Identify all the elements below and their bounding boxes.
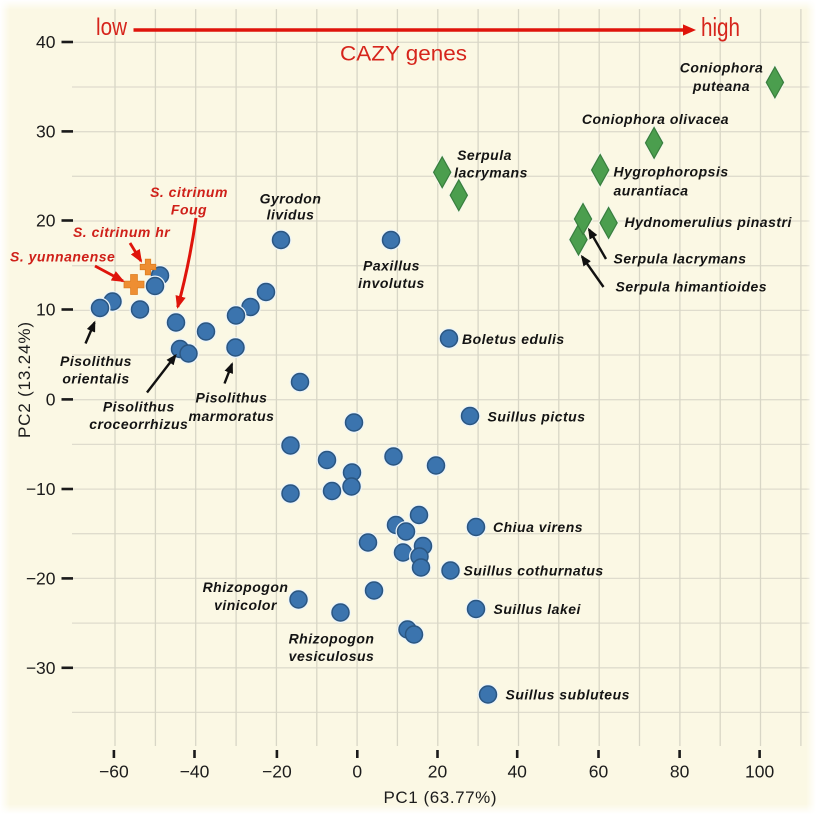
svg-text:0: 0 xyxy=(46,389,56,409)
svg-text:Chiua virens: Chiua virens xyxy=(493,519,583,535)
svg-text:marmoratus: marmoratus xyxy=(189,408,275,424)
svg-text:Suillus cothurnatus: Suillus cothurnatus xyxy=(464,563,604,579)
svg-text:Pisolithus: Pisolithus xyxy=(60,353,132,369)
svg-text:−40: −40 xyxy=(180,762,210,782)
svg-text:Hygrophoropsis: Hygrophoropsis xyxy=(614,164,729,180)
svg-text:Gyrodon: Gyrodon xyxy=(260,191,322,207)
svg-text:Serpula: Serpula xyxy=(457,147,512,163)
svg-text:40: 40 xyxy=(36,32,56,52)
svg-text:S. citrinum hr: S. citrinum hr xyxy=(73,224,171,240)
svg-text:low: low xyxy=(96,14,128,41)
svg-text:PC2 (13.24%): PC2 (13.24%) xyxy=(15,322,34,438)
svg-text:10: 10 xyxy=(36,300,56,320)
svg-text:orientalis: orientalis xyxy=(62,371,129,387)
svg-text:Paxillus: Paxillus xyxy=(363,258,420,274)
svg-text:vinicolor: vinicolor xyxy=(214,597,278,613)
svg-text:Rhizopogon: Rhizopogon xyxy=(289,631,375,647)
svg-text:Coniophora: Coniophora xyxy=(680,60,764,76)
svg-text:Serpula himantioides: Serpula himantioides xyxy=(616,279,768,295)
svg-text:40: 40 xyxy=(507,762,527,782)
svg-text:Suillus pictus: Suillus pictus xyxy=(488,409,586,425)
svg-text:80: 80 xyxy=(670,762,690,782)
svg-text:Rhizopogon: Rhizopogon xyxy=(203,579,289,595)
svg-text:vesiculosus: vesiculosus xyxy=(289,648,375,664)
svg-text:CAZY genes: CAZY genes xyxy=(340,43,467,66)
svg-text:aurantiaca: aurantiaca xyxy=(614,183,689,199)
svg-text:−30: −30 xyxy=(26,658,56,678)
svg-text:−20: −20 xyxy=(26,568,56,588)
svg-text:0: 0 xyxy=(352,762,362,782)
svg-text:lacrymans: lacrymans xyxy=(454,165,528,181)
svg-text:−10: −10 xyxy=(26,479,56,499)
svg-text:Suillus lakei: Suillus lakei xyxy=(494,601,582,617)
svg-text:S. citrinum: S. citrinum xyxy=(150,184,228,200)
svg-text:Suillus subluteus: Suillus subluteus xyxy=(506,687,630,703)
svg-text:20: 20 xyxy=(428,762,448,782)
svg-text:100: 100 xyxy=(745,762,774,782)
svg-text:60: 60 xyxy=(589,762,609,782)
svg-text:high: high xyxy=(701,12,740,42)
svg-text:−20: −20 xyxy=(262,762,292,782)
svg-text:30: 30 xyxy=(36,121,56,141)
svg-text:croceorrhizus: croceorrhizus xyxy=(89,416,188,432)
svg-text:S. yunnanense: S. yunnanense xyxy=(10,249,115,265)
svg-text:lividus: lividus xyxy=(267,207,315,223)
svg-text:puteana: puteana xyxy=(692,78,750,94)
svg-text:Serpula lacrymans: Serpula lacrymans xyxy=(614,251,747,267)
svg-text:−60: −60 xyxy=(99,762,129,782)
svg-text:Pisolithus: Pisolithus xyxy=(103,399,175,415)
svg-text:Hydnomerulius pinastri: Hydnomerulius pinastri xyxy=(625,214,793,230)
svg-text:Pisolithus: Pisolithus xyxy=(196,390,268,406)
svg-text:Foug: Foug xyxy=(171,202,207,218)
svg-text:Coniophora olivacea: Coniophora olivacea xyxy=(582,111,729,127)
svg-text:Boletus edulis: Boletus edulis xyxy=(462,331,565,347)
svg-text:20: 20 xyxy=(36,211,56,231)
svg-text:PC1 (63.77%): PC1 (63.77%) xyxy=(384,788,497,807)
svg-text:involutus: involutus xyxy=(358,275,425,291)
